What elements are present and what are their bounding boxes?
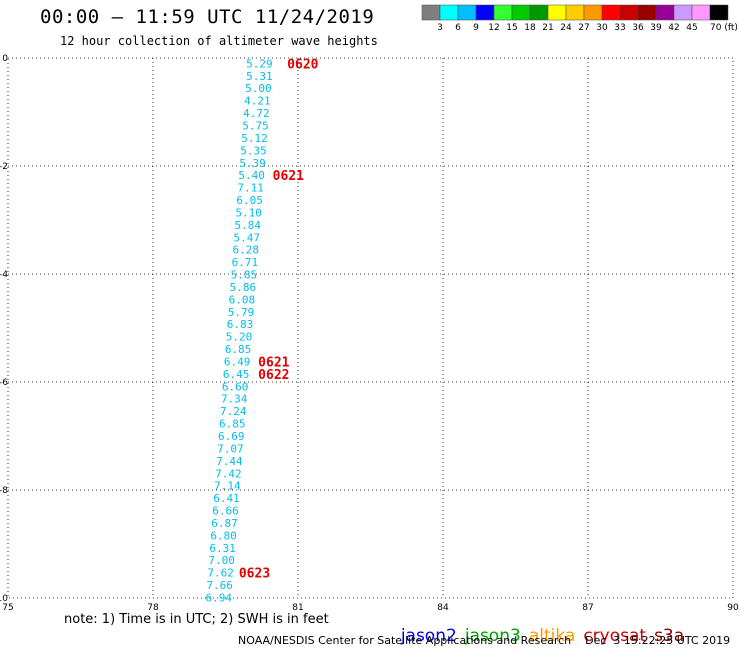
colorbar-label: 33 — [614, 23, 625, 33]
wave-height-point: 6.28 — [233, 244, 260, 257]
wave-height-point: 6.41 — [213, 492, 240, 505]
colorbar-label: 21 — [542, 23, 553, 33]
plot-frame — [7, 57, 734, 599]
chart-title: 00:00 – 11:59 UTC 11/24/2019 — [40, 6, 375, 28]
y-tick-label: -2 — [0, 162, 8, 172]
wave-height-point: 6.85 — [219, 418, 246, 431]
x-tick-label: 84 — [437, 603, 449, 613]
wave-height-point: 6.08 — [229, 293, 256, 306]
credit-line: NOAA/NESDIS Center for Satellite Applica… — [238, 634, 731, 647]
colorbar-label: 18 — [524, 23, 536, 33]
wave-height-point: 5.40 — [238, 169, 265, 182]
wave-height-point: 5.29 — [246, 57, 273, 70]
time-label: 0622 — [258, 368, 289, 383]
wave-height-point: 5.35 — [240, 144, 267, 157]
wave-height-point: 7.11 — [237, 182, 264, 195]
colorbar-label: 12 — [488, 23, 499, 33]
wave-height-point: 7.24 — [220, 405, 247, 418]
colorbar-label: 15 — [506, 23, 517, 33]
time-label: 0620 — [287, 57, 318, 72]
color-scale-bar: 3 6 9 12 15 18 21 24 27 30 33 36 39 42 45 70 (ft) — [421, 4, 738, 33]
wave-height-point: 6.87 — [211, 517, 238, 530]
wave-height-point: 7.07 — [217, 442, 244, 455]
colorbar-label: 42 — [668, 23, 679, 33]
wave-height-point: 4.72 — [243, 107, 270, 120]
x-tick-label: 90 — [727, 603, 739, 613]
wave-height-point: 6.45 — [223, 368, 250, 381]
wave-height-point: 7.42 — [215, 467, 242, 480]
units-note: note: 1) Time is in UTC; 2) SWH is in fe… — [64, 612, 329, 627]
wave-height-point: 7.14 — [214, 480, 241, 493]
wave-height-point: 5.39 — [239, 157, 266, 170]
wave-height-point: 5.79 — [228, 306, 255, 319]
y-tick-label: 0 — [2, 54, 8, 64]
colorbar-label: 45 — [686, 23, 697, 33]
wave-height-point: 5.00 — [245, 82, 272, 95]
x-tick-label: 75 — [2, 603, 13, 613]
colorbar-label: 39 — [650, 23, 662, 33]
x-tick-label: 81 — [292, 603, 303, 613]
satellite-legend: jason2 jason3 altika cryosat s3a — [390, 606, 692, 646]
legend-jason3: jason3 — [464, 626, 521, 646]
wave-height-point: 7.44 — [216, 455, 243, 468]
wave-height-point: 5.20 — [226, 331, 253, 344]
y-tick-label: -8 — [0, 486, 8, 496]
time-label: 0621 — [273, 169, 304, 184]
colorbar-label: 24 — [560, 23, 572, 33]
y-tick-label: -4 — [0, 270, 8, 280]
wave-height-point: 6.31 — [209, 542, 236, 555]
legend-cryosat: cryosat — [583, 626, 647, 646]
wave-height-point: 6.83 — [227, 318, 254, 331]
colorbar-label: 30 — [596, 23, 608, 33]
wave-height-point: 5.75 — [242, 120, 269, 133]
wave-height-point: 5.10 — [235, 206, 262, 219]
wave-height-point: 6.05 — [236, 194, 263, 207]
x-tick-label: 78 — [147, 603, 159, 613]
colorbar-label: 6 — [455, 23, 461, 33]
colorbar-label: 36 — [632, 23, 644, 33]
time-label: 0623 — [239, 567, 270, 582]
legend-s3a: s3a — [654, 626, 685, 646]
colorbar-label: 9 — [473, 23, 479, 33]
legend-jason2: jason2 — [400, 626, 457, 646]
wave-height-point: 5.86 — [230, 281, 257, 294]
colorbar-swatch — [709, 4, 729, 21]
wave-height-point: 6.94 — [205, 591, 232, 604]
wave-height-point: 5.12 — [241, 132, 268, 145]
wave-height-point: 6.80 — [210, 529, 237, 542]
wave-height-point: 7.34 — [221, 393, 248, 406]
legend-altika: altika — [528, 626, 576, 646]
time-label: 0621 — [258, 355, 289, 370]
wave-height-point: 6.85 — [225, 343, 252, 356]
wave-height-point: 6.49 — [224, 355, 251, 368]
wave-height-point: 7.00 — [208, 554, 235, 567]
y-tick-label: -6 — [0, 378, 8, 388]
wave-height-point: 7.66 — [206, 579, 233, 592]
wave-height-point: 5.84 — [234, 219, 261, 232]
chart-subtitle: 12 hour collection of altimeter wave hei… — [60, 34, 378, 48]
wave-height-point: 5.47 — [234, 231, 261, 244]
colorbar-label: 70 (ft) — [710, 23, 738, 33]
x-tick-label: 87 — [582, 603, 593, 613]
y-tick-label: -10 — [0, 594, 8, 604]
wave-height-point: 4.21 — [244, 95, 271, 108]
colorbar-label: 27 — [578, 23, 589, 33]
wave-height-point: 5.85 — [231, 269, 258, 282]
wave-height-point: 6.66 — [212, 505, 239, 518]
wave-height-point: 5.31 — [246, 70, 273, 83]
colorbar-label: 3 — [437, 23, 443, 33]
wave-height-point: 6.71 — [232, 256, 259, 269]
wave-height-point: 7.62 — [207, 567, 234, 580]
wave-height-point: 6.69 — [218, 430, 245, 443]
wave-height-point: 6.60 — [222, 380, 249, 393]
